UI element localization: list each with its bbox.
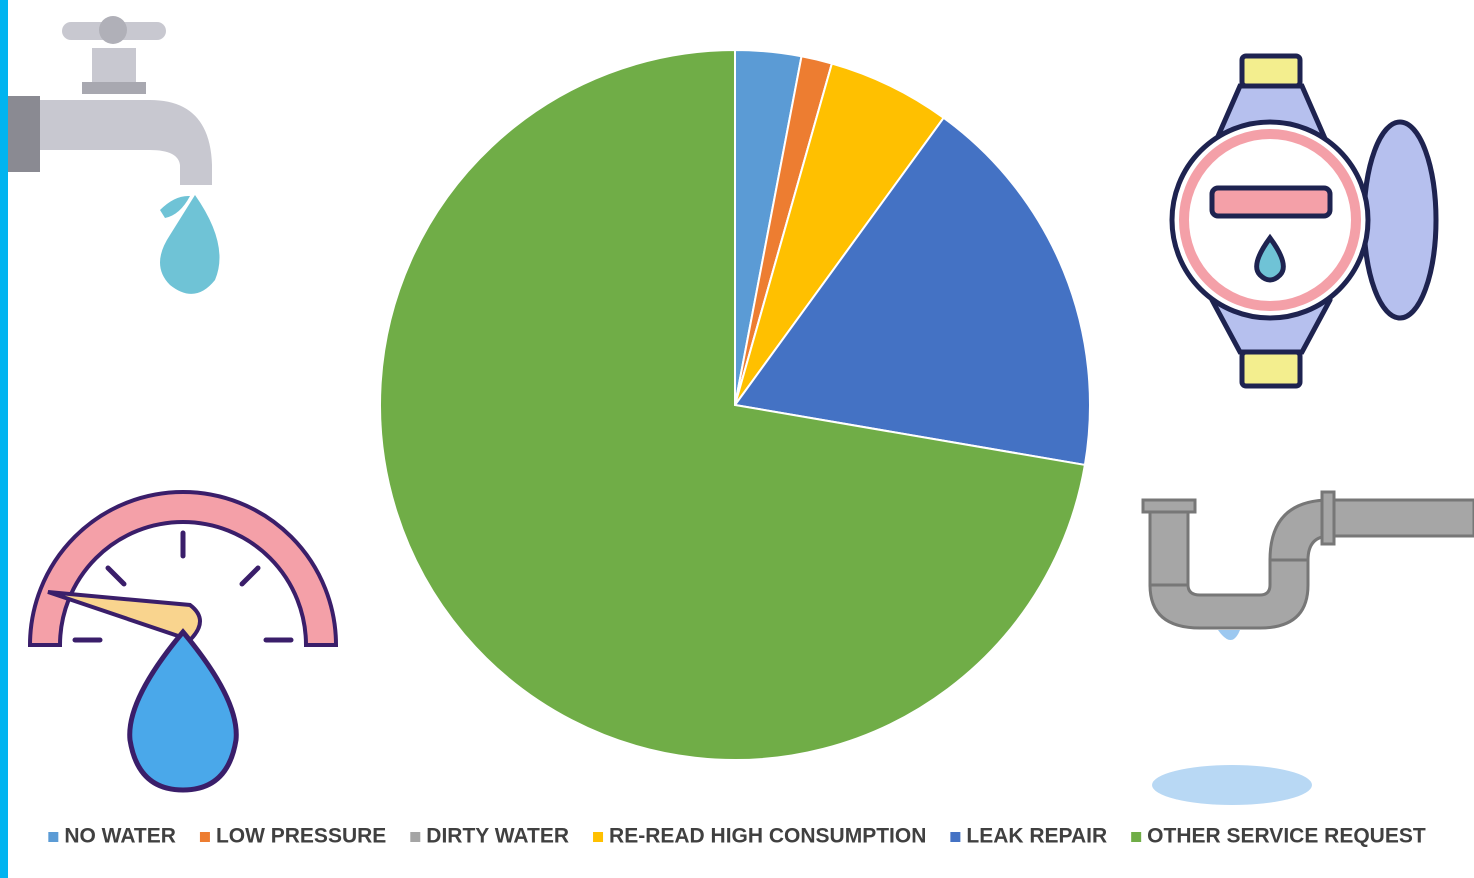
gauge-icon bbox=[27, 490, 339, 793]
legend-marker bbox=[199, 832, 210, 842]
pie-slice bbox=[733, 116, 1091, 467]
legend-marker bbox=[593, 832, 604, 842]
side-bar bbox=[0, 0, 8, 878]
legend-label: OTHER SERVICE REQUEST bbox=[1147, 825, 1426, 848]
faucet-icon bbox=[8, 16, 220, 294]
legend-label: LEAK REPAIR bbox=[966, 825, 1107, 848]
legend-label: RE-READ HIGH CONSUMPTION bbox=[609, 825, 926, 848]
meter-icon bbox=[1169, 53, 1439, 389]
legend-marker bbox=[410, 832, 421, 842]
legend-label: LOW PRESSURE bbox=[216, 825, 386, 848]
legend-label: DIRTY WATER bbox=[426, 825, 569, 848]
pipe-icon bbox=[1141, 490, 1474, 805]
pie-slice bbox=[379, 48, 1087, 761]
legend-marker bbox=[1131, 832, 1142, 842]
legend-label: NO WATER bbox=[64, 825, 176, 848]
legend-marker bbox=[950, 832, 961, 842]
legend-marker bbox=[48, 832, 59, 842]
